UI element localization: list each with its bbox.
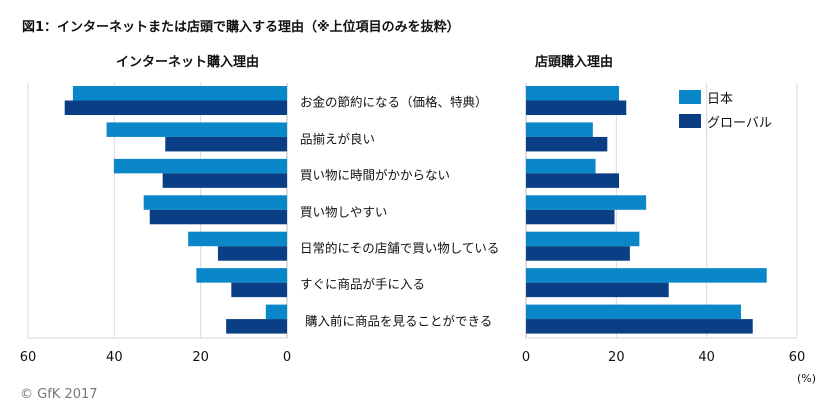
bar-store-japan — [526, 158, 596, 174]
x-tick-label: 60 — [788, 350, 806, 365]
legend-label-global: グローバル — [707, 116, 772, 131]
x-tick-label: 40 — [698, 350, 715, 365]
x-tick-label: 60 — [19, 350, 37, 365]
bar-store-global — [526, 246, 630, 261]
bar-store-japan — [526, 122, 593, 137]
legend-label-japan: 日本 — [707, 92, 734, 107]
category-label: すぐに商品が手に入る — [300, 276, 426, 292]
category-label: 買い物しやすい — [300, 204, 388, 219]
bar-store-japan — [526, 86, 620, 101]
bar-internet-japan — [106, 122, 288, 137]
bar-internet-japan — [143, 195, 287, 210]
bar-internet-global — [231, 282, 287, 298]
bar-store-global — [526, 282, 669, 298]
bar-internet-japan — [188, 231, 287, 247]
x-tick-label: 40 — [106, 350, 123, 365]
bar-internet-global — [149, 209, 287, 225]
category-label: 購入前に商品を見ることができる — [305, 313, 493, 329]
bar-store-global — [526, 100, 627, 115]
unit-label: (%) — [797, 372, 817, 385]
bar-store-japan — [526, 231, 640, 247]
bar-internet-global — [64, 100, 287, 115]
bar-internet-global — [226, 319, 287, 334]
x-tick-label: 20 — [192, 350, 209, 365]
copyright: © GfK 2017 — [20, 387, 98, 402]
left-chart-title: インターネット購入理由 — [116, 55, 260, 70]
bar-internet-japan — [72, 86, 287, 101]
x-tick-label: 0 — [521, 350, 531, 365]
bar-store-global — [526, 319, 753, 334]
bar-store-japan — [526, 304, 741, 320]
bar-store-global — [526, 209, 615, 225]
bar-internet-japan — [196, 268, 287, 283]
category-label: 買い物に時間がかからない — [300, 167, 451, 183]
category-label: 品揃えが良い — [300, 131, 376, 147]
category-label: お金の節約になる（価格、特典） — [300, 94, 488, 110]
x-tick-label: 0 — [282, 350, 292, 365]
bar-internet-japan — [265, 304, 287, 320]
legend-swatch-global — [679, 114, 701, 128]
legend-swatch-japan — [679, 90, 701, 104]
bar-internet-global — [217, 246, 287, 261]
bar-store-global — [526, 136, 608, 152]
bar-internet-japan — [113, 158, 287, 174]
bar-store-global — [526, 173, 620, 188]
bar-store-japan — [526, 268, 767, 283]
bar-internet-global — [165, 136, 287, 152]
right-chart-title: 店頭購入理由 — [535, 55, 614, 70]
bar-internet-global — [162, 173, 287, 188]
bar-store-japan — [526, 195, 647, 210]
x-tick-label: 20 — [608, 350, 625, 365]
category-label: 日常的にその店舗で買い物している — [300, 240, 500, 256]
figure-title: 図1：インターネットまたは店頭で購入する理由（※上位項目のみを抜粋） — [22, 20, 460, 35]
